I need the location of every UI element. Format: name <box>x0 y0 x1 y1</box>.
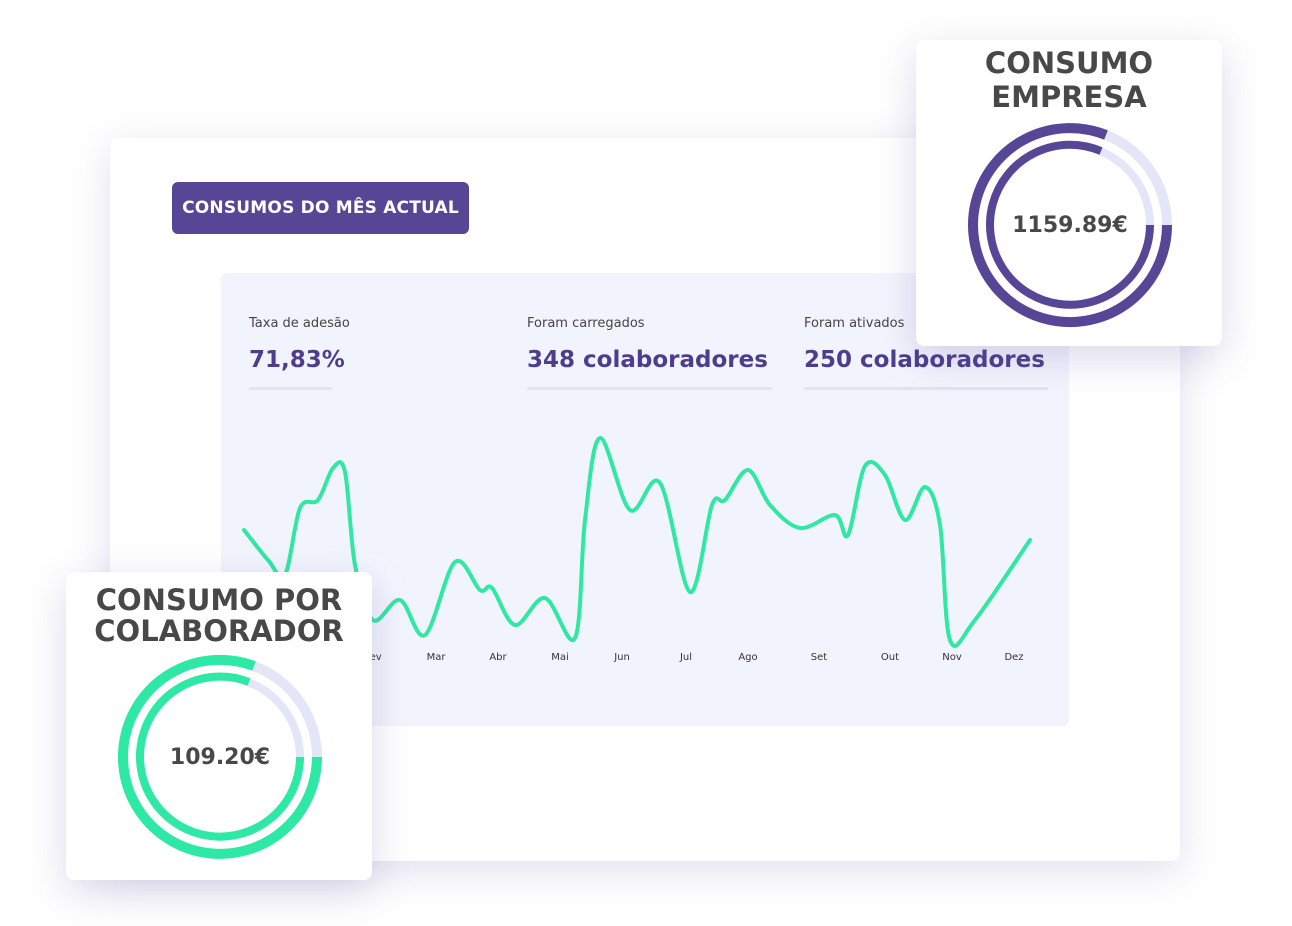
card-value: 1159.89€ <box>1012 213 1128 238</box>
month-label: Jun <box>614 652 630 663</box>
stat-label: Taxa de adesão <box>249 316 350 331</box>
card-value: 109.20€ <box>170 745 270 770</box>
stat-label: Foram carregados <box>527 316 645 331</box>
donut-arc <box>136 672 304 841</box>
employee-card: CONSUMO POR COLABORADOR 109.20€ <box>66 572 372 880</box>
underline <box>249 387 332 390</box>
month-label: Abr <box>489 652 507 663</box>
trend-line <box>242 435 1032 648</box>
month-label: Ago <box>738 652 758 663</box>
month-label: Set <box>810 652 828 663</box>
card-title: COLABORADOR <box>94 614 344 648</box>
month-label: Dez <box>1004 652 1024 663</box>
month-label: Jul <box>679 652 693 663</box>
month-label: Fev <box>364 652 382 663</box>
underline <box>804 387 1048 390</box>
stat-value: 71,83% <box>249 347 345 373</box>
donut: 1159.89€ <box>968 123 1172 328</box>
month-label: Out <box>880 652 900 663</box>
stat-value: 348 colaboradores <box>527 347 768 373</box>
card-title: EMPRESA <box>991 80 1147 114</box>
card-title: CONSUMO <box>984 46 1154 80</box>
donut: 109.20€ <box>118 654 322 859</box>
donut-arc <box>968 123 1172 328</box>
donut-arc <box>118 654 322 859</box>
month-label: Nov <box>942 652 962 663</box>
stat-label: Foram ativados <box>804 316 905 331</box>
month-button[interactable]: CONSUMOS DO MÊS ACTUAL <box>172 182 469 234</box>
card-title: CONSUMO POR <box>95 583 343 617</box>
stat-value: 250 colaboradores <box>804 347 1045 373</box>
company-card: CONSUMO EMPRESA 1159.89€ <box>916 40 1222 346</box>
underline <box>527 387 772 390</box>
month-label: Mai <box>551 652 569 663</box>
month-label: Mar <box>426 652 446 663</box>
donut-arc <box>986 140 1154 309</box>
